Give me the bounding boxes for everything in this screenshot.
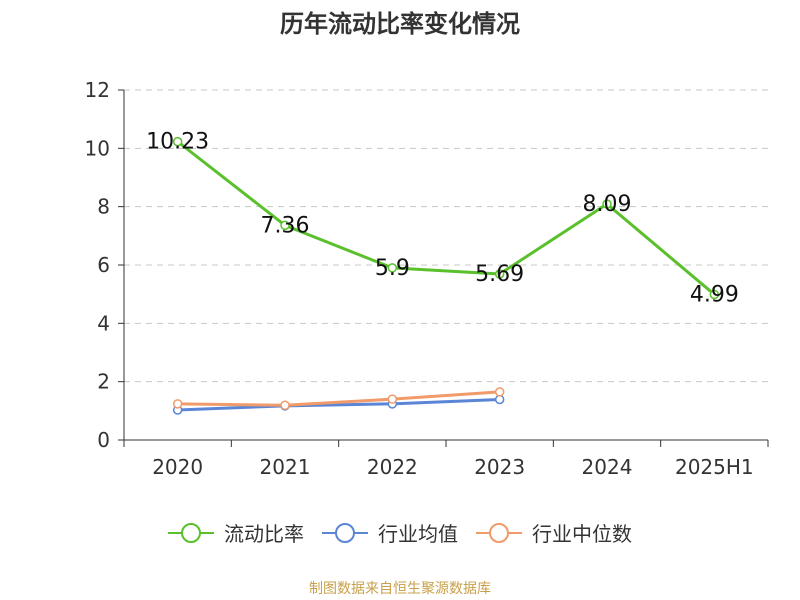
data-label: 10.23 — [146, 130, 209, 155]
grid-lines — [124, 89, 768, 383]
data-point — [172, 399, 183, 409]
y-tick-label: 12 — [85, 78, 110, 102]
legend[interactable]: 流动比率 行业均值 行业中位数 — [0, 518, 800, 547]
data-point — [280, 400, 290, 411]
data-label: 4.99 — [690, 282, 739, 307]
axes: 0 2 4 6 8 10 12 2020 2021 2022 2023 2024 2025H1 — [85, 78, 769, 479]
x-tick-label: 2024 — [582, 455, 633, 479]
data-point — [494, 387, 505, 397]
y-tick-label: 0 — [97, 428, 110, 452]
series-layer — [172, 136, 720, 415]
x-tick-label: 2020 — [152, 455, 203, 479]
y-tick-label: 10 — [85, 136, 110, 160]
y-tick-label: 6 — [97, 253, 110, 277]
data-label: 7.36 — [261, 213, 310, 238]
data-point — [709, 289, 720, 300]
x-tick-label: 2025H1 — [675, 455, 754, 479]
x-tick-label: 2022 — [367, 455, 418, 479]
data-point — [280, 220, 290, 231]
series-line-2 — [177, 390, 500, 407]
y-tick-label: 4 — [97, 311, 110, 335]
data-point — [172, 136, 183, 147]
legend-item-industry-median[interactable]: 行业中位数 — [476, 518, 632, 547]
legend-label: 流动比率 — [224, 522, 304, 546]
data-point — [494, 269, 505, 279]
chart-title: 历年流动比率变化情况 — [280, 10, 520, 38]
legend-item-current-ratio[interactable]: 流动比率 — [168, 518, 304, 547]
y-tick-label: 2 — [97, 370, 110, 394]
data-point — [387, 394, 398, 404]
legend-item-industry-mean[interactable]: 行业均值 — [322, 518, 458, 547]
data-source: 制图数据来自恒生聚源数据库 — [309, 581, 491, 597]
data-label: 8.09 — [583, 192, 632, 217]
legend-marker-blue — [322, 522, 368, 543]
series-line-0 — [176, 140, 716, 296]
data-labels: 10.23 7.36 5.9 5.69 8.09 4.99 — [146, 130, 739, 308]
x-tick-label: 2023 — [474, 455, 525, 479]
data-label: 5.69 — [475, 262, 524, 287]
data-point — [494, 394, 505, 405]
legend-label: 行业均值 — [378, 522, 458, 546]
series-line-1 — [177, 397, 500, 412]
legend-marker-green — [168, 522, 214, 543]
y-tick-label: 8 — [97, 195, 110, 219]
legend-marker-orange — [476, 522, 522, 543]
data-label: 5.9 — [375, 256, 410, 281]
data-point — [387, 263, 398, 273]
line-chart: 0 2 4 6 8 10 12 2020 2021 2022 2023 2024 2025H1 10.2… — [85, 78, 769, 479]
data-point — [602, 199, 612, 209]
x-tick-label: 2021 — [260, 455, 311, 479]
legend-label: 行业中位数 — [532, 522, 632, 546]
